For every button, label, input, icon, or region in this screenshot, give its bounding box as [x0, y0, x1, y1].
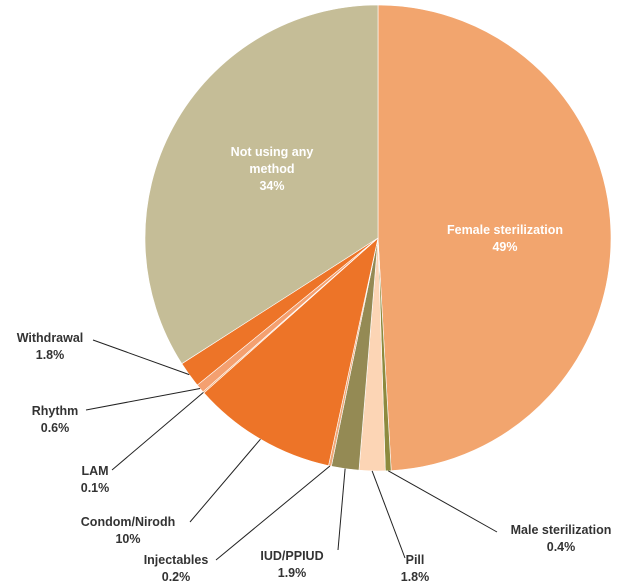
- leader-line: [111, 391, 204, 471]
- category-label: LAM: [81, 464, 109, 478]
- pie-slice: [203, 237, 379, 467]
- value-label: 0.4%: [546, 540, 576, 554]
- leader-line: [215, 465, 331, 561]
- category-label: Female sterilization: [446, 223, 563, 237]
- category-label: Rhythm: [31, 404, 79, 418]
- value-label: 0.1%: [80, 481, 110, 495]
- value-label: 10%: [115, 532, 141, 546]
- leader-line: [92, 339, 190, 376]
- slice-label: Condom/Nirodh 10%: [81, 514, 175, 548]
- pie-slice: [144, 4, 379, 365]
- slice-label: LAM 0.1%: [81, 463, 110, 497]
- slice-label: Injectables 0.2%: [144, 552, 209, 585]
- category-label: Male sterilization: [510, 523, 612, 537]
- leader-line: [388, 470, 498, 533]
- slice-label: Pill 1.8%: [401, 552, 430, 585]
- slice-label: Female sterilization 49%: [425, 222, 585, 256]
- value-label: 1.8%: [400, 570, 430, 584]
- value-label: 0.2%: [161, 570, 191, 584]
- leader-line: [371, 470, 406, 559]
- slice-label: IUD/PPIUD 1.9%: [260, 548, 323, 582]
- value-label: 49%: [492, 240, 518, 254]
- pie-slice: [377, 4, 612, 471]
- category-label: Withdrawal: [16, 331, 84, 345]
- category-label: Injectables: [143, 553, 209, 567]
- category-label: Not using any method: [230, 145, 314, 176]
- leader-line: [337, 468, 346, 551]
- leader-line: [85, 387, 201, 411]
- category-label: Pill: [405, 553, 425, 567]
- value-label: 0.6%: [40, 421, 70, 435]
- value-label: 1.9%: [277, 566, 307, 580]
- slice-label: Not using any method 34%: [222, 144, 322, 195]
- category-label: IUD/PPIUD: [260, 549, 324, 563]
- slice-label: Withdrawal 1.8%: [17, 330, 84, 364]
- leader-line: [189, 438, 261, 523]
- value-label: 34%: [259, 179, 285, 193]
- slice-label: Male sterilization 0.4%: [511, 522, 612, 556]
- category-label: Condom/Nirodh: [80, 515, 176, 529]
- value-label: 1.8%: [35, 348, 65, 362]
- slice-label: Rhythm 0.6%: [32, 403, 79, 437]
